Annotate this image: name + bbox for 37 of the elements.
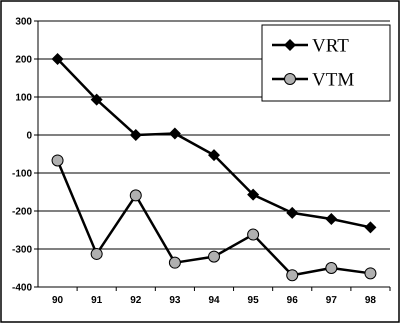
- point: [168, 256, 181, 269]
- point: [247, 188, 260, 201]
- x-tick-label: 96: [286, 295, 298, 306]
- point: [286, 206, 298, 219]
- x-tick-label: 95: [248, 295, 260, 306]
- point: [325, 262, 338, 274]
- x-tick-label: 90: [52, 295, 64, 306]
- x-tick-label: 91: [91, 295, 103, 306]
- legend-label: VTM: [312, 70, 354, 91]
- point: [286, 269, 298, 282]
- point: [130, 189, 142, 202]
- x-tick-label: 92: [130, 295, 142, 306]
- y-tick-label: 100: [15, 92, 32, 104]
- point: [90, 94, 103, 106]
- x-tick-label: 93: [169, 295, 181, 306]
- point: [90, 248, 103, 260]
- y-tick-label: 0: [26, 130, 32, 142]
- point: [208, 149, 220, 162]
- x-tick-label: 94: [208, 295, 220, 306]
- point: [364, 267, 376, 280]
- y-tick-label: -200: [12, 206, 32, 218]
- point: [364, 221, 376, 234]
- point: [247, 228, 260, 241]
- point: [52, 53, 64, 65]
- point: [325, 212, 338, 225]
- y-tick-label: -400: [12, 282, 32, 294]
- point: [52, 154, 64, 166]
- point: [208, 250, 220, 263]
- y-tick-label: -300: [12, 244, 32, 256]
- x-tick-label: 97: [326, 295, 338, 306]
- y-tick-label: -100: [12, 168, 32, 180]
- y-tick-label: 300: [15, 16, 32, 28]
- point: [168, 127, 181, 140]
- y-tick-label: 200: [15, 54, 32, 66]
- point: [130, 129, 142, 141]
- x-tick-label: 98: [364, 295, 376, 306]
- legend-label: VRT: [312, 36, 350, 57]
